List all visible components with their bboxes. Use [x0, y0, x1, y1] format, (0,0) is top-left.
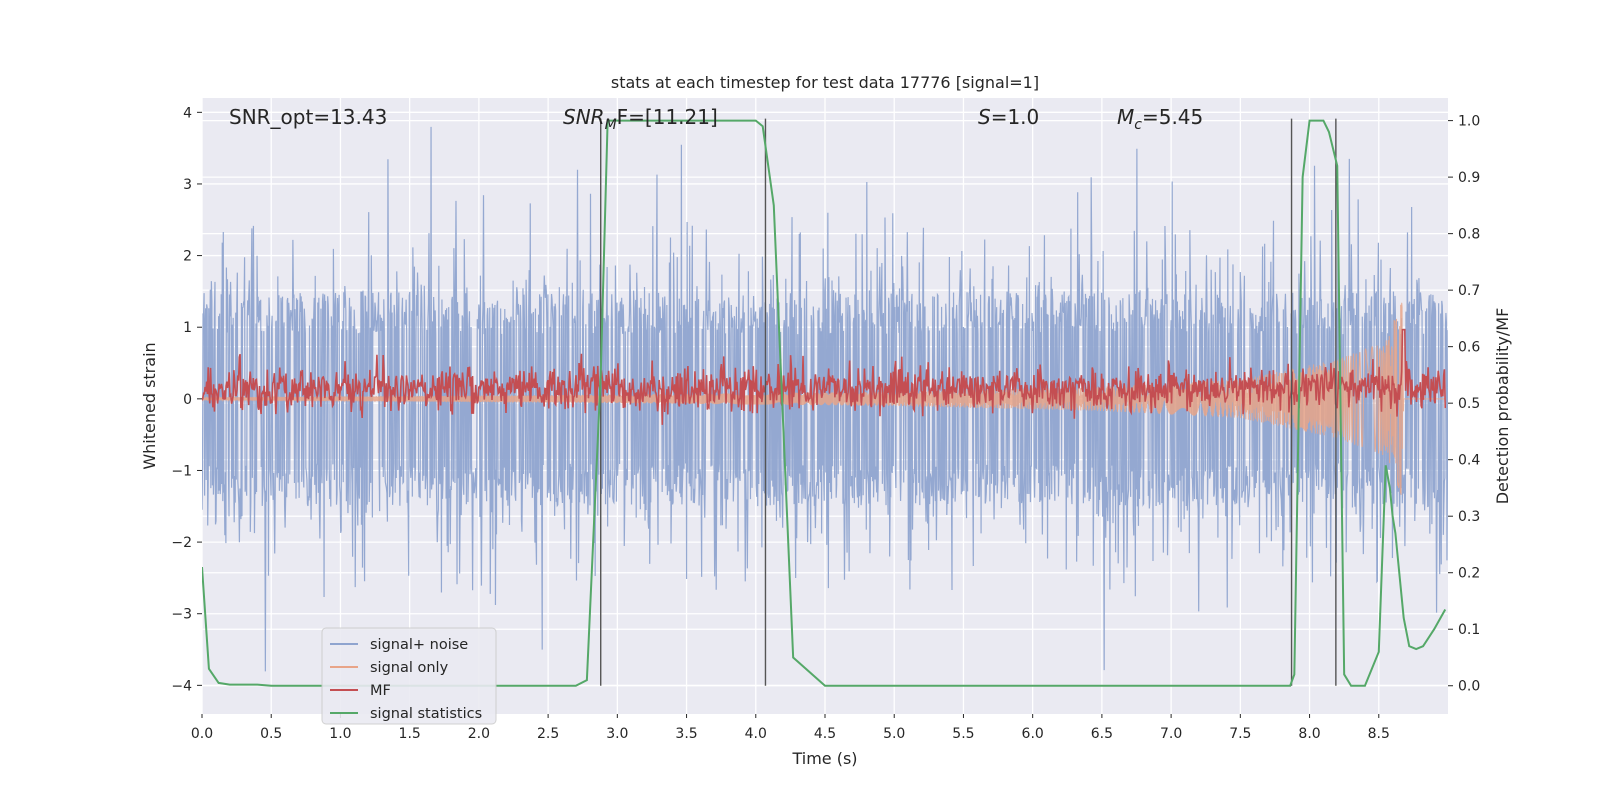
y-right-tick-label: 0.5: [1458, 396, 1480, 412]
x-tick-label: 1.5: [399, 726, 421, 742]
y-right-tick-label: 0.4: [1458, 453, 1480, 469]
y-left-tick-label: −3: [171, 607, 192, 623]
x-tick-label: 7.0: [1160, 726, 1182, 742]
legend-label: signal statistics: [370, 706, 482, 722]
y-right-tick-label: 0.8: [1458, 227, 1480, 243]
y-right-tick-label: 0.6: [1458, 340, 1480, 356]
legend-label: MF: [370, 683, 391, 699]
annotation-snr-mf: SNRMF=[11.21]: [563, 105, 718, 133]
x-tick-label: 5.5: [952, 726, 974, 742]
series-mf: [202, 328, 1447, 425]
y-right-tick-label: 0.3: [1458, 509, 1480, 525]
legend-label: signal+ noise: [370, 637, 468, 653]
x-tick-label: 6.5: [1091, 726, 1113, 742]
y-right-tick-label: 0.0: [1458, 679, 1480, 695]
annotation-snr-mf-sub: M: [605, 117, 617, 133]
x-tick-label: 3.0: [606, 726, 628, 742]
y-axis-label-left: Whitened strain: [140, 342, 159, 469]
legend-box: [321, 627, 497, 725]
y-left-tick-label: −1: [171, 463, 192, 479]
y-left-tick-label: 2: [183, 249, 192, 265]
y-right-tick-label: 0.9: [1458, 170, 1480, 186]
annotation-snr-mf-main: SNR: [563, 105, 605, 129]
x-axis-label: Time (s): [791, 749, 857, 768]
y-right-tick-label: 0.1: [1458, 622, 1480, 638]
annotation-s-main: S: [978, 105, 991, 129]
y-left-tick-label: −2: [171, 535, 192, 551]
y-right-tick-label: 0.2: [1458, 566, 1480, 582]
x-tick-label: 2.0: [468, 726, 490, 742]
x-tick-label: 5.0: [883, 726, 905, 742]
x-tick-label: 8.5: [1368, 726, 1390, 742]
series-signal-statistics: [202, 119, 1447, 687]
x-tick-label: 1.0: [329, 726, 351, 742]
annotation-mc-rest: =5.45: [1142, 105, 1203, 129]
y-left-tick-label: −4: [171, 678, 192, 694]
x-tick-label: 6.0: [1022, 726, 1044, 742]
x-tick-label: 3.5: [675, 726, 697, 742]
annotation-snr-mf-rest: F=[11.21]: [617, 105, 718, 129]
x-tick-label: 2.5: [537, 726, 559, 742]
x-tick-label: 0.5: [260, 726, 282, 742]
annotation-mc-sub: c: [1134, 117, 1142, 133]
x-tick-label: 4.5: [814, 726, 836, 742]
y-right-tick-label: 1.0: [1458, 114, 1480, 130]
y-right-tick-label: 0.7: [1458, 283, 1480, 299]
y-left-tick-label: 4: [183, 105, 192, 121]
y-left-tick-label: 3: [183, 177, 192, 193]
tick-labels: 0.0 0.5 1.0 1.5 2.0 2.5 3.0 3.5 4.0 4.5 5.0 5.5 6.0 6…: [171, 105, 1480, 742]
annotation-s-rest: =1.0: [991, 105, 1040, 129]
y-left-tick-label: 1: [183, 320, 192, 336]
plot-area: [202, 118, 1448, 687]
series-signal-noise: [202, 126, 1448, 672]
annotation-snr-opt: SNR_opt=13.43: [229, 105, 387, 129]
x-tick-label: 8.0: [1298, 726, 1320, 742]
y-left-tick-label: 0: [183, 392, 192, 408]
chart-title: stats at each timestep for test data 177…: [611, 73, 1039, 92]
x-tick-label: 4.0: [745, 726, 767, 742]
annotation-mc: Mc=5.45: [1117, 105, 1203, 133]
x-tick-label: 7.5: [1229, 726, 1251, 742]
annotation-mc-main: M: [1117, 105, 1134, 129]
x-tick-label: 0.0: [191, 726, 213, 742]
legend-label: signal only: [370, 660, 449, 676]
y-axis-label-right: Detection probability/MF: [1493, 308, 1512, 505]
legend: signal+ noise signal only MF signal statist…: [321, 627, 497, 725]
annotation-s: S=1.0: [978, 105, 1039, 129]
